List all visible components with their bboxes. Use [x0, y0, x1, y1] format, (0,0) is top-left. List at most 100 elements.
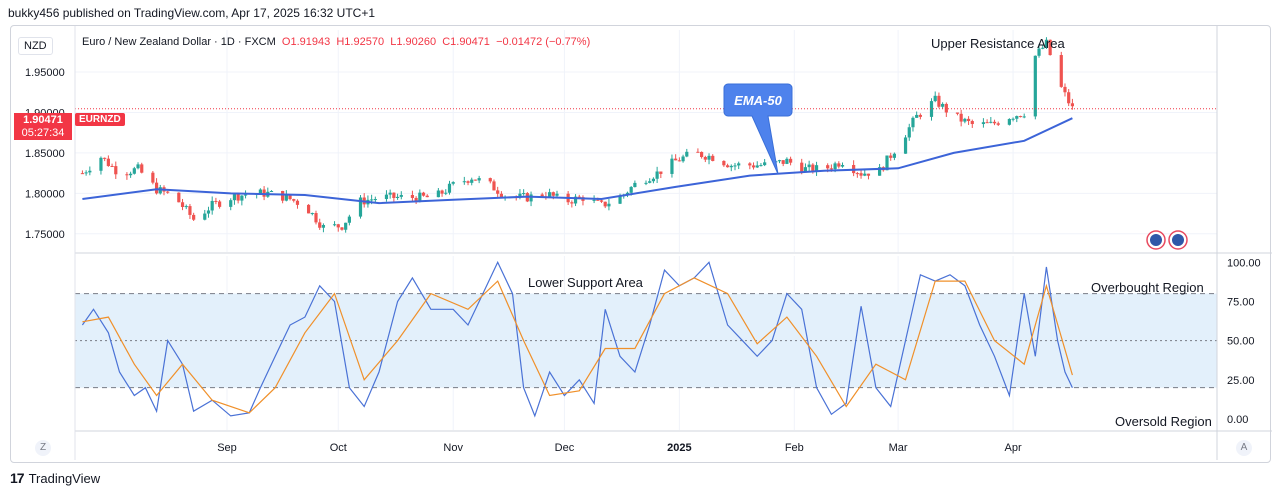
candle-body	[748, 163, 752, 166]
candle-body	[547, 192, 552, 197]
auto-scale-button[interactable]: A	[1236, 440, 1252, 456]
stoch-d-line	[82, 277, 1073, 414]
candle-body	[837, 163, 841, 167]
candle-body	[373, 199, 377, 201]
legend-close: C1.90471	[442, 36, 490, 48]
candle-body	[674, 158, 678, 161]
publish-caption: bukky456 published on TradingView.com, A…	[8, 6, 376, 20]
candle-body	[451, 182, 455, 184]
candle-body	[933, 95, 937, 102]
candle-body	[206, 210, 211, 214]
candle-body	[840, 164, 845, 167]
candle-body	[885, 155, 889, 171]
candle-body	[966, 118, 971, 122]
x-tick-label: 2025	[667, 442, 691, 454]
candle-body	[210, 200, 214, 211]
candle-body	[1067, 92, 1071, 104]
candle-body	[103, 157, 107, 159]
candle-body	[803, 167, 808, 173]
candle-body	[1018, 116, 1023, 118]
last-price-tag: 1.90471 05:27:34	[14, 113, 72, 140]
candle-body	[440, 190, 444, 194]
candle-body	[555, 193, 559, 196]
candle-body	[759, 165, 763, 167]
candle-body	[644, 182, 648, 184]
candle-body	[596, 199, 600, 201]
candle-body	[866, 173, 871, 176]
last-price-value: 1.90471	[23, 114, 63, 126]
upper-resistance-label: Upper Resistance Area	[931, 36, 1065, 51]
candle-body	[240, 195, 244, 201]
candle-body	[229, 200, 233, 207]
price-tick-label: 1.80000	[25, 188, 65, 200]
currency-badge[interactable]: NZD	[18, 37, 53, 55]
candle-body	[421, 192, 426, 196]
candle-body	[1022, 116, 1026, 118]
candle-body	[918, 114, 922, 117]
candle-body	[1037, 48, 1041, 56]
candle-body	[633, 182, 637, 188]
x-tick-label: Nov	[443, 442, 463, 454]
candle-body	[551, 192, 555, 196]
candle-body	[570, 202, 574, 204]
candle-body	[963, 118, 967, 122]
annotations: Upper Resistance Area Lower Support Area O…	[528, 36, 1212, 429]
candle-body	[722, 160, 726, 166]
lower-support-label: Lower Support Area	[528, 275, 644, 290]
candle-body	[332, 224, 337, 226]
candle-body	[214, 200, 218, 202]
candle-body	[321, 225, 326, 228]
economic-event-icon-core	[1150, 234, 1162, 246]
candle-body	[370, 199, 374, 201]
axes: SepOctNovDec2025FebMarApr1.950001.900001…	[25, 26, 1272, 460]
branding-text: TradingView	[28, 470, 101, 486]
candle-body	[651, 178, 656, 182]
candle-body	[685, 151, 689, 157]
price-tick-label: 1.85000	[25, 148, 65, 160]
candle-body	[344, 222, 348, 230]
candle-body	[136, 164, 140, 169]
candle-body	[499, 193, 503, 198]
candle-body	[425, 195, 429, 198]
candle-body	[269, 190, 274, 192]
candle-body	[129, 173, 133, 176]
candle-body	[522, 193, 526, 195]
candle-body	[392, 192, 396, 198]
goto-start-button[interactable]: Z	[35, 440, 51, 456]
candle-body	[592, 199, 596, 201]
candle-body	[955, 112, 960, 114]
price-tick-label: 1.75000	[25, 229, 65, 241]
legend-open: O1.91943	[281, 36, 331, 48]
candle-body	[618, 196, 622, 204]
candle-body	[84, 172, 88, 174]
symbol-tag: EURNZD	[75, 113, 125, 126]
candle-body	[981, 122, 986, 125]
candle-body	[1048, 39, 1052, 56]
candle-body	[670, 158, 674, 174]
candle-body	[132, 168, 136, 174]
candle-body	[388, 192, 392, 195]
x-tick-label: Dec	[555, 442, 575, 454]
candle-body	[243, 194, 248, 196]
candle-body	[929, 101, 934, 117]
candle-body	[777, 160, 782, 162]
candle-body	[184, 206, 188, 208]
candle-body	[785, 158, 789, 164]
candle-body	[125, 174, 129, 176]
candle-body	[959, 113, 963, 122]
candle-body	[763, 162, 767, 166]
candle-body	[707, 155, 711, 160]
x-tick-label: Mar	[889, 442, 908, 454]
candle-body	[466, 181, 470, 183]
candle-body	[892, 153, 897, 158]
candle-body	[607, 203, 611, 207]
candle-body	[1044, 39, 1049, 48]
candle-body	[444, 192, 448, 194]
candle-body	[395, 196, 400, 198]
candle-body	[88, 170, 92, 173]
candle-body	[711, 155, 715, 161]
candle-body	[629, 187, 633, 193]
price-tick-label: 1.95000	[25, 67, 65, 79]
candle-body	[470, 179, 474, 183]
